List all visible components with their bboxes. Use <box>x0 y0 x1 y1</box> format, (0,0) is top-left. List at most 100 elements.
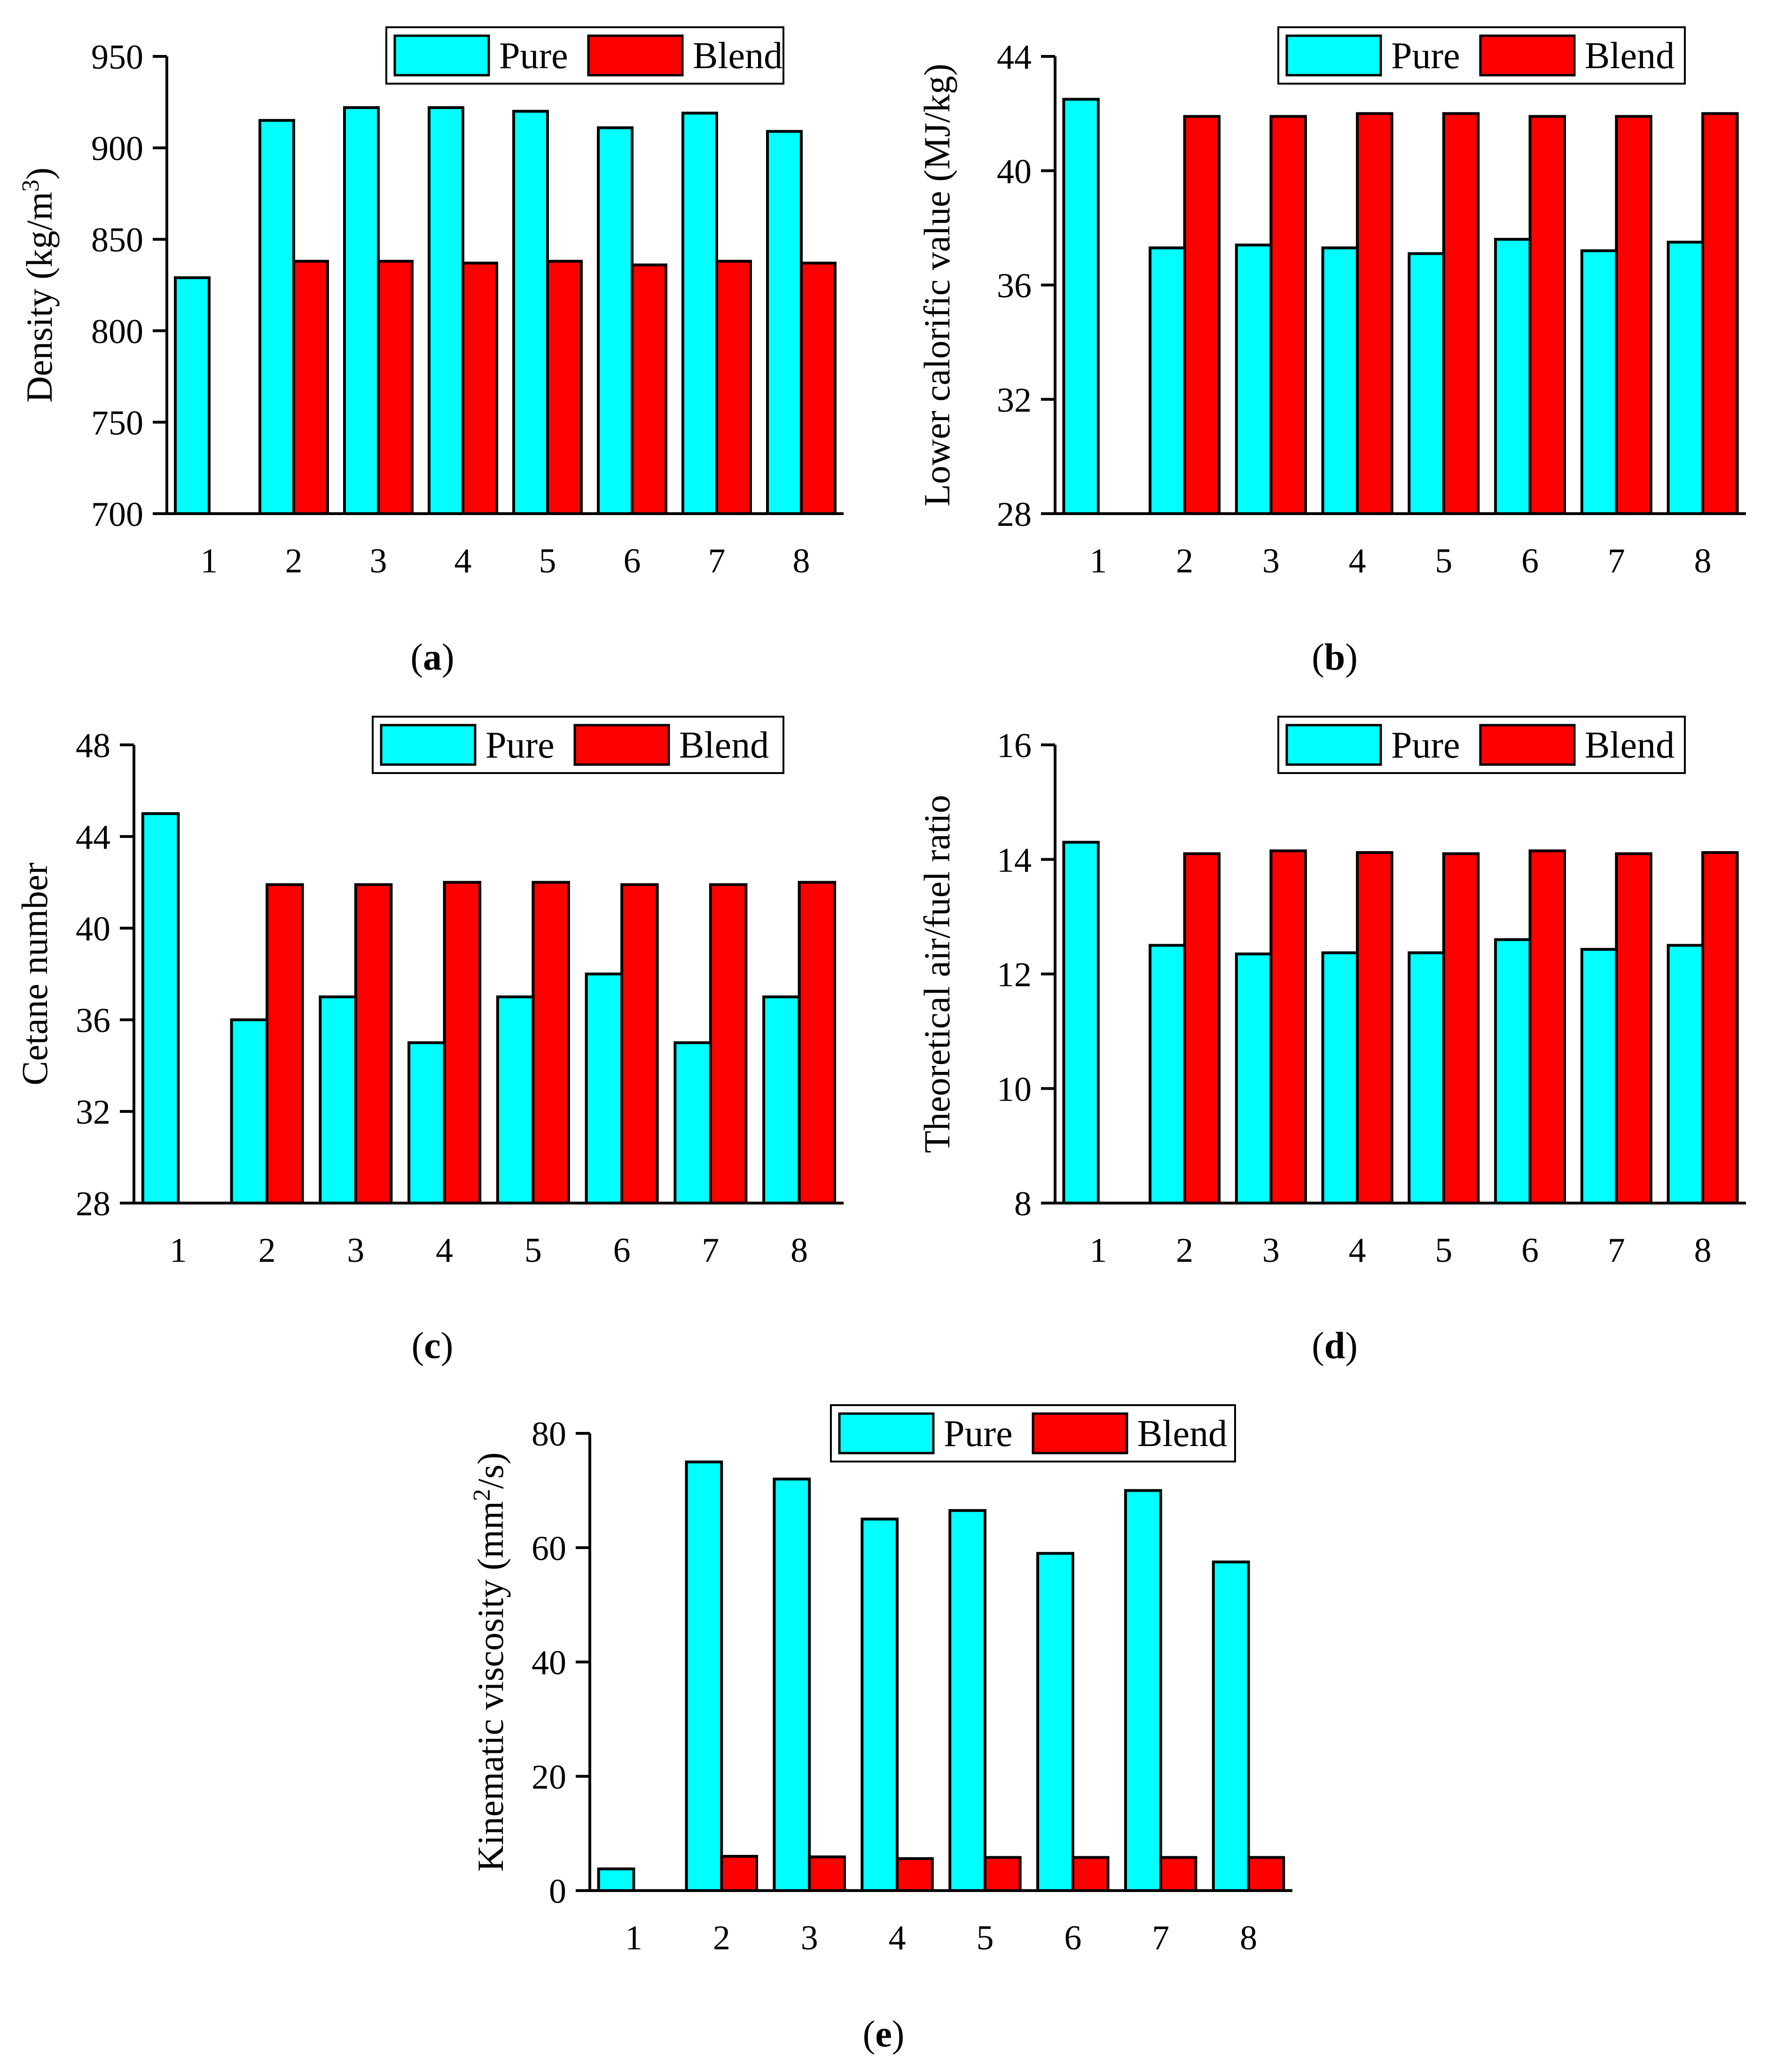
bar-pure-2 <box>230 1018 269 1204</box>
panel-caption-letter: d <box>1324 1325 1346 1367</box>
bar-pure-5 <box>1408 252 1445 515</box>
x-tick-label: 5 <box>539 542 556 580</box>
chart-b: 1 2 3 4 5 6 7 8 28 32 36 40 44 Lower calorific value … <box>916 26 1746 678</box>
bar-blend-6 <box>1528 849 1566 1204</box>
x-tick-label: 7 <box>1608 542 1625 580</box>
x-tick-label: 2 <box>258 1231 276 1270</box>
panel-caption: (a) <box>410 637 454 678</box>
legend-label-pure: Pure <box>485 725 555 766</box>
y-tick-label: 80 <box>532 1415 566 1454</box>
x-tick-label: 2 <box>1176 1231 1193 1270</box>
bar-blend-6 <box>1528 115 1566 516</box>
bar-blend-2 <box>292 259 329 515</box>
legend: Pure Blend <box>1277 26 1686 85</box>
bar-blend-6 <box>1071 1856 1110 1892</box>
x-tick-label: 1 <box>1089 542 1107 580</box>
x-tick-label: 7 <box>702 1231 719 1270</box>
bar-blend-3 <box>377 259 414 515</box>
x-tick-label: 2 <box>713 1919 730 1957</box>
bar-pure-1 <box>141 812 180 1204</box>
legend-swatch-blend <box>587 34 684 77</box>
bar-blend-4 <box>1356 112 1393 515</box>
bar-pure-8 <box>766 130 803 515</box>
x-tick-label: 7 <box>1152 1919 1169 1957</box>
legend-label-pure: Pure <box>1391 725 1460 766</box>
x-tick-label: 5 <box>976 1919 994 1957</box>
y-axis-label: Lower calorific value (MJ/kg) <box>916 63 957 506</box>
legend-swatch-pure <box>1285 724 1382 766</box>
x-tick-label: 1 <box>625 1919 642 1957</box>
x-tick-label: 5 <box>1435 542 1452 580</box>
legend-label-blend: Blend <box>1585 725 1674 766</box>
bar-pure-5 <box>496 995 535 1204</box>
bar-blend-5 <box>983 1856 1022 1892</box>
x-tick-label: 7 <box>708 542 726 580</box>
bar-pure-6 <box>1036 1552 1074 1892</box>
y-tick-label: 44 <box>76 818 110 857</box>
bar-pure-7 <box>1580 948 1618 1204</box>
bar-blend-7 <box>709 883 748 1204</box>
panel-caption-letter: e <box>875 2014 892 2055</box>
bar-blend-3 <box>808 1855 846 1892</box>
bar-pure-5 <box>512 109 549 515</box>
y-tick-label: 60 <box>532 1529 566 1568</box>
x-tick-label: 3 <box>347 1231 364 1270</box>
bar-pure-8 <box>762 995 801 1204</box>
y-tick-label: 28 <box>997 495 1032 534</box>
bar-pure-2 <box>1149 246 1186 515</box>
bar-pure-7 <box>1124 1489 1162 1892</box>
legend: Pure Blend <box>1277 716 1686 774</box>
bar-pure-6 <box>1494 938 1532 1204</box>
bar-blend-7 <box>715 259 752 515</box>
y-tick-label: 700 <box>91 495 143 534</box>
x-tick-label: 4 <box>436 1231 453 1270</box>
y-tick-label: 12 <box>997 956 1032 994</box>
y-axis-label-suffix: /s) <box>470 1452 511 1489</box>
legend-label-pure: Pure <box>944 1413 1013 1454</box>
bar-pure-6 <box>1494 238 1532 515</box>
panel-caption-letter: a <box>423 637 442 678</box>
x-tick-label: 6 <box>1521 1231 1539 1270</box>
x-tick-label: 8 <box>1694 542 1712 580</box>
x-tick-label: 7 <box>1608 1231 1625 1270</box>
y-axis-label: Density (kg/m3) <box>17 167 60 402</box>
legend-swatch-blend <box>1479 724 1576 766</box>
bar-blend-7 <box>1615 115 1652 516</box>
bar-blend-3 <box>354 883 393 1204</box>
y-tick-label: 14 <box>997 841 1032 880</box>
legend-label-blend: Blend <box>693 35 782 77</box>
bar-blend-4 <box>443 881 482 1204</box>
bar-pure-3 <box>343 106 380 515</box>
bar-pure-8 <box>1212 1560 1250 1892</box>
y-axis-label-superscript: 3 <box>17 180 44 192</box>
bar-pure-4 <box>1321 951 1359 1204</box>
x-tick-label: 1 <box>1089 1231 1107 1270</box>
y-tick-label: 32 <box>997 381 1032 420</box>
x-tick-label: 8 <box>1694 1231 1712 1270</box>
bar-pure-3 <box>773 1478 811 1892</box>
y-axis-label-text: Cetane number <box>14 862 55 1085</box>
x-tick-label: 4 <box>889 1919 906 1957</box>
x-tick-label: 3 <box>370 542 387 580</box>
bar-pure-5 <box>948 1509 986 1892</box>
legend-swatch-pure <box>380 724 477 766</box>
panel-caption: (c) <box>412 1325 454 1367</box>
bar-pure-2 <box>258 119 295 516</box>
legend-label-blend: Blend <box>1585 35 1674 77</box>
bar-blend-7 <box>1615 852 1652 1204</box>
bar-blend-4 <box>896 1857 934 1892</box>
bar-pure-8 <box>1667 944 1705 1204</box>
bar-pure-6 <box>585 972 624 1204</box>
x-tick-label: 4 <box>1349 542 1366 580</box>
panel-caption: (b) <box>1312 637 1358 678</box>
bar-blend-3 <box>1269 849 1307 1204</box>
bar-blend-2 <box>266 883 304 1204</box>
legend-swatch-pure <box>393 34 490 77</box>
bar-blend-8 <box>1701 851 1739 1204</box>
x-tick-label: 8 <box>790 1231 808 1270</box>
x-tick-label: 6 <box>624 542 641 580</box>
panel-caption-letter: c <box>424 1325 441 1367</box>
x-tick-label: 6 <box>1064 1919 1081 1957</box>
